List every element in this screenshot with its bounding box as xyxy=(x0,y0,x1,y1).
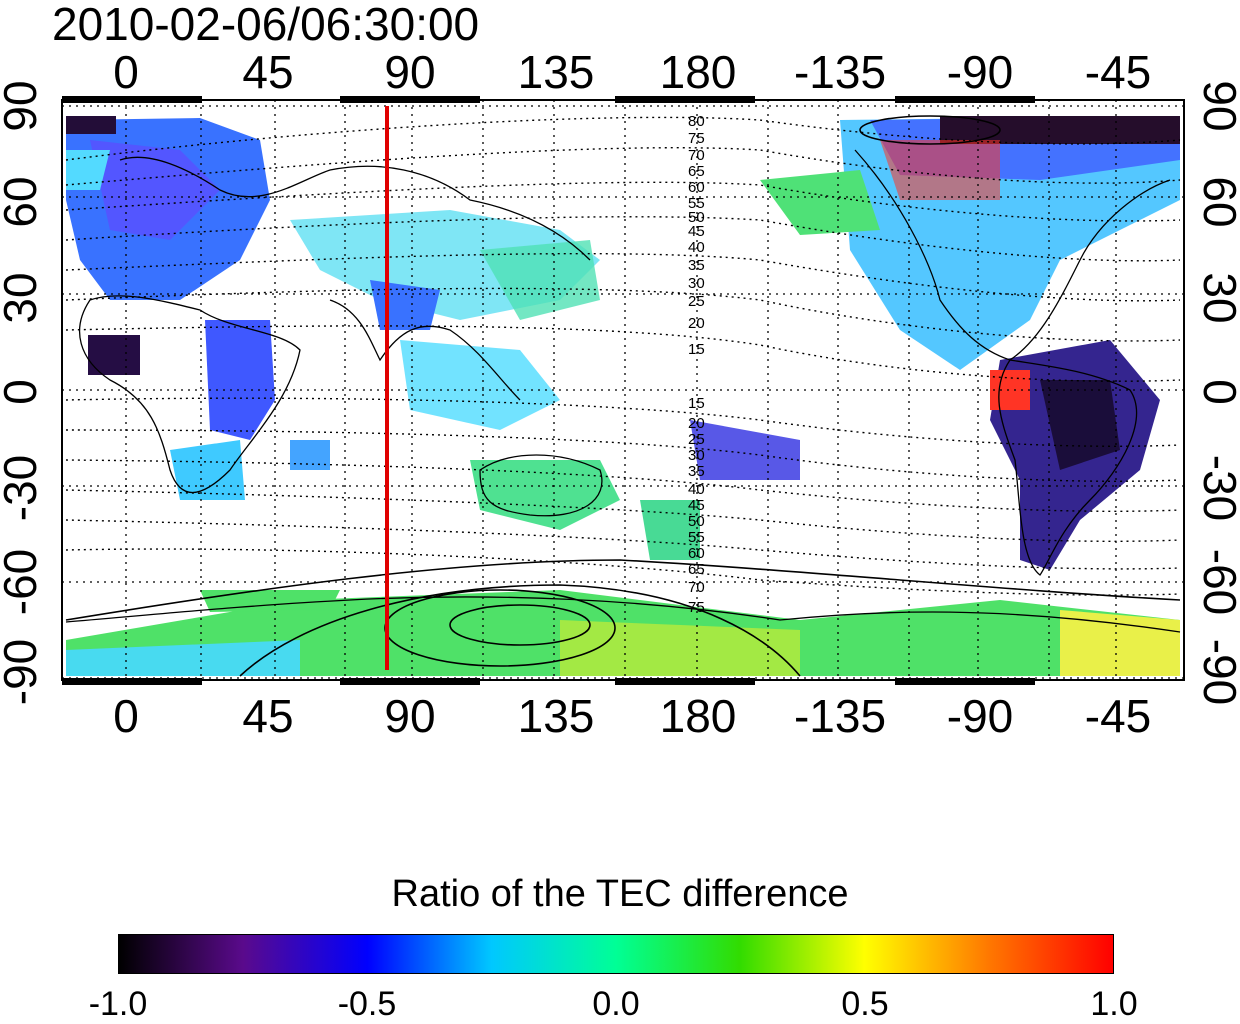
bottom-lon-tick: 180 xyxy=(660,690,737,742)
colorbar-tick: 0.0 xyxy=(592,985,640,1023)
colorbar-tick: 1.0 xyxy=(1090,985,1138,1023)
contour-label: 45 xyxy=(688,223,705,240)
magnetic-contours xyxy=(65,116,1181,596)
colorbar xyxy=(118,934,1114,974)
contour-labels-north: 80 75 70 65 60 55 50 45 40 35 30 25 20 1… xyxy=(688,113,705,358)
contour-label: 70 xyxy=(688,579,705,596)
right-lat-tick: 60 xyxy=(1194,176,1240,227)
top-lon-tick: 135 xyxy=(518,46,595,98)
contour-label: 15 xyxy=(688,341,705,358)
contour-label: 55 xyxy=(688,195,705,212)
graticule xyxy=(62,100,1184,680)
contour-label: 65 xyxy=(688,561,705,578)
contour-label: 40 xyxy=(688,481,705,498)
coastlines xyxy=(65,149,1181,633)
contour-label: 50 xyxy=(688,513,705,530)
top-lon-tick: -90 xyxy=(947,46,1013,98)
left-lat-tick: 0 xyxy=(0,379,46,405)
right-lat-tick: 90 xyxy=(1194,80,1240,131)
top-lon-tick: 45 xyxy=(242,46,293,98)
contour-label: 30 xyxy=(688,447,705,464)
left-lat-tick: -60 xyxy=(0,549,46,615)
left-lat-tick: 90 xyxy=(0,80,46,131)
colorbar-title: Ratio of the TEC difference xyxy=(391,873,849,915)
contour-label: 25 xyxy=(688,293,705,310)
right-lat-tick: -90 xyxy=(1194,639,1240,705)
right-lat-tick: -60 xyxy=(1194,549,1240,615)
magnetic-pole-contours xyxy=(65,115,1181,677)
patch-africa xyxy=(205,320,275,440)
bottom-lon-ticks: 0 45 90 135 180 -135 -90 -45 xyxy=(113,690,1151,742)
right-lat-ticks: 90 60 30 0 -30 -60 -90 xyxy=(1194,80,1240,705)
right-lat-tick: 0 xyxy=(1194,379,1240,405)
colorbar-tick: -0.5 xyxy=(337,985,397,1023)
tec-map: 0 45 90 135 180 -135 -90 -45 0 45 90 135… xyxy=(0,46,1240,742)
contour-label: 35 xyxy=(688,463,705,480)
top-lon-tick: 0 xyxy=(113,46,139,98)
bottom-lon-tick: 135 xyxy=(518,690,595,742)
contour-label: 60 xyxy=(688,545,705,562)
left-lat-tick: -90 xyxy=(0,639,46,705)
contour-label: 15 xyxy=(688,395,705,412)
top-lon-tick: -135 xyxy=(794,46,886,98)
bottom-lon-tick: 90 xyxy=(384,690,435,742)
contour-label: 55 xyxy=(688,529,705,546)
bottom-lon-tick: 0 xyxy=(113,690,139,742)
colorbar-tick: 0.5 xyxy=(841,985,889,1023)
contour-label: 35 xyxy=(688,257,705,274)
left-lat-tick: 60 xyxy=(0,176,46,227)
contour-label: 30 xyxy=(688,275,705,292)
contour-label: 40 xyxy=(688,239,705,256)
map-title: 2010-02-06/06:30:00 xyxy=(52,0,480,50)
contour-label: 75 xyxy=(688,599,705,616)
left-lat-tick: -30 xyxy=(0,455,46,521)
top-lon-tick: -45 xyxy=(1085,46,1151,98)
contour-label: 25 xyxy=(688,431,705,448)
bottom-lon-tick: -135 xyxy=(794,690,886,742)
right-lat-tick: -30 xyxy=(1194,455,1240,521)
contour-label: 20 xyxy=(688,315,705,332)
top-lon-tick: 180 xyxy=(660,46,737,98)
contour-labels-south: 15 20 25 30 35 40 45 50 55 60 65 70 75 xyxy=(688,395,705,616)
bottom-lon-tick: -45 xyxy=(1085,690,1151,742)
bottom-lon-tick: -90 xyxy=(947,690,1013,742)
left-lat-tick: 30 xyxy=(0,272,46,323)
contour-label: 75 xyxy=(688,130,705,147)
contour-label: 50 xyxy=(688,209,705,226)
top-lon-ticks: 0 45 90 135 180 -135 -90 -45 xyxy=(113,46,1151,98)
bottom-lon-tick: 45 xyxy=(242,690,293,742)
contour-label: 80 xyxy=(688,113,705,130)
top-lon-tick: 90 xyxy=(384,46,435,98)
colorbar-tick: -1.0 xyxy=(88,985,148,1023)
contour-label: 70 xyxy=(688,147,705,164)
left-lat-ticks: 90 60 30 0 -30 -60 -90 xyxy=(0,80,46,705)
frame-border-bars xyxy=(62,96,1035,685)
contour-label: 20 xyxy=(688,415,705,432)
right-lat-tick: 30 xyxy=(1194,272,1240,323)
contour-label: 65 xyxy=(688,163,705,180)
contour-label: 45 xyxy=(688,497,705,514)
contour-label: 60 xyxy=(688,179,705,196)
